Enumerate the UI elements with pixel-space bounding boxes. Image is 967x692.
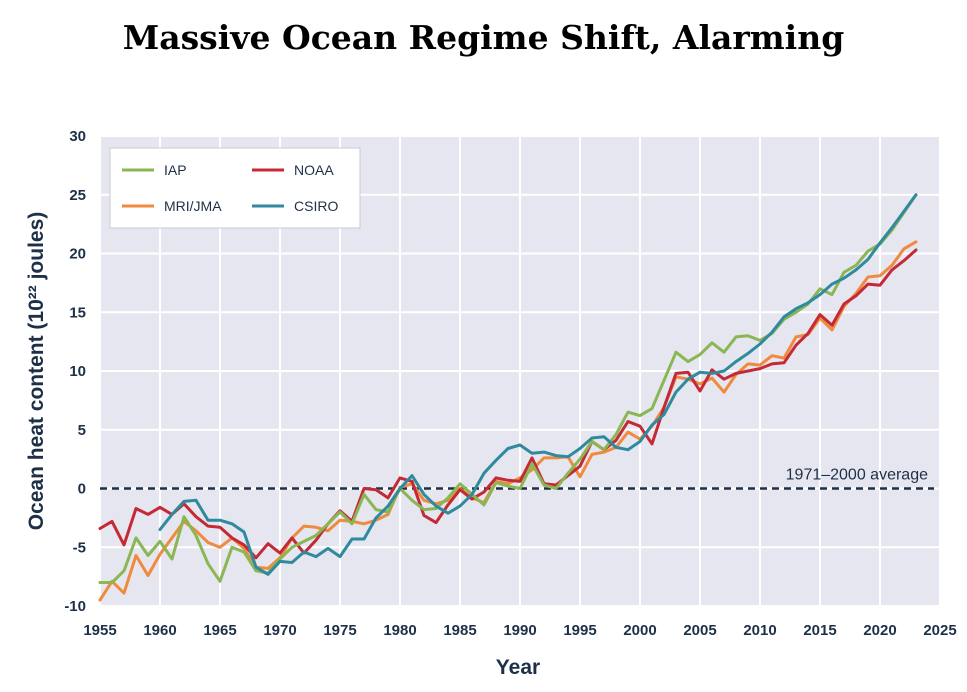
x-tick-label: 2010	[743, 622, 776, 639]
series-line-csiro	[158, 193, 918, 576]
y-tick-label: 20	[69, 246, 86, 263]
x-tick-label: 1980	[383, 622, 416, 639]
grid-lines	[99, 135, 941, 607]
chart-title: Massive Ocean Regime Shift, Alarming	[122, 18, 845, 57]
x-tick-label: 1960	[143, 622, 176, 639]
y-tick-label: 25	[69, 187, 86, 204]
y-tick-label: 30	[69, 128, 86, 145]
x-axis-label: Year	[496, 656, 540, 679]
x-tick-label: 2020	[863, 622, 896, 639]
x-tick-label: 1965	[203, 622, 236, 639]
x-tick-label: 1975	[323, 622, 356, 639]
series-line-noaa	[98, 248, 918, 560]
x-tick-label: 1955	[83, 622, 116, 639]
legend-box	[109, 147, 361, 229]
legend-label-iap: IAP	[164, 162, 187, 178]
legend-label-noaa: NOAA	[294, 162, 334, 178]
y-axis-label: Ocean heat content (10²² joules)	[25, 212, 48, 531]
series-lines	[98, 193, 918, 602]
x-tick-label: 1990	[503, 622, 536, 639]
x-tick-label: 2005	[683, 622, 716, 639]
x-tick-labels: 1955 1960 1965 1970 1975 1980 1985 1990 1995 2000…	[83, 622, 956, 639]
legend-label-mri-jma: MRI/JMA	[164, 198, 222, 214]
legend-label-csiro: CSIRO	[294, 198, 338, 214]
y-tick-labels: -10 -5 0 5 10 15 20 25 30	[64, 128, 86, 615]
reference-line-group: 1971–2000 average	[100, 467, 934, 490]
y-tick-label: 15	[69, 304, 86, 321]
x-tick-label: 1995	[563, 622, 596, 639]
y-tick-label: -10	[64, 598, 86, 615]
x-tick-label: 1985	[443, 622, 476, 639]
legend: IAP NOAA MRI/JMA CSIRO	[109, 147, 361, 229]
x-tick-label: 2000	[623, 622, 656, 639]
y-tick-label: 5	[78, 422, 86, 439]
y-tick-label: 0	[78, 481, 86, 498]
y-tick-label: -5	[73, 539, 86, 556]
reference-line-label: 1971–2000 average	[786, 467, 928, 484]
x-tick-label: 2015	[803, 622, 836, 639]
x-tick-label: 1970	[263, 622, 296, 639]
y-tick-label: 10	[69, 363, 86, 380]
x-tick-label: 2025	[923, 622, 956, 639]
